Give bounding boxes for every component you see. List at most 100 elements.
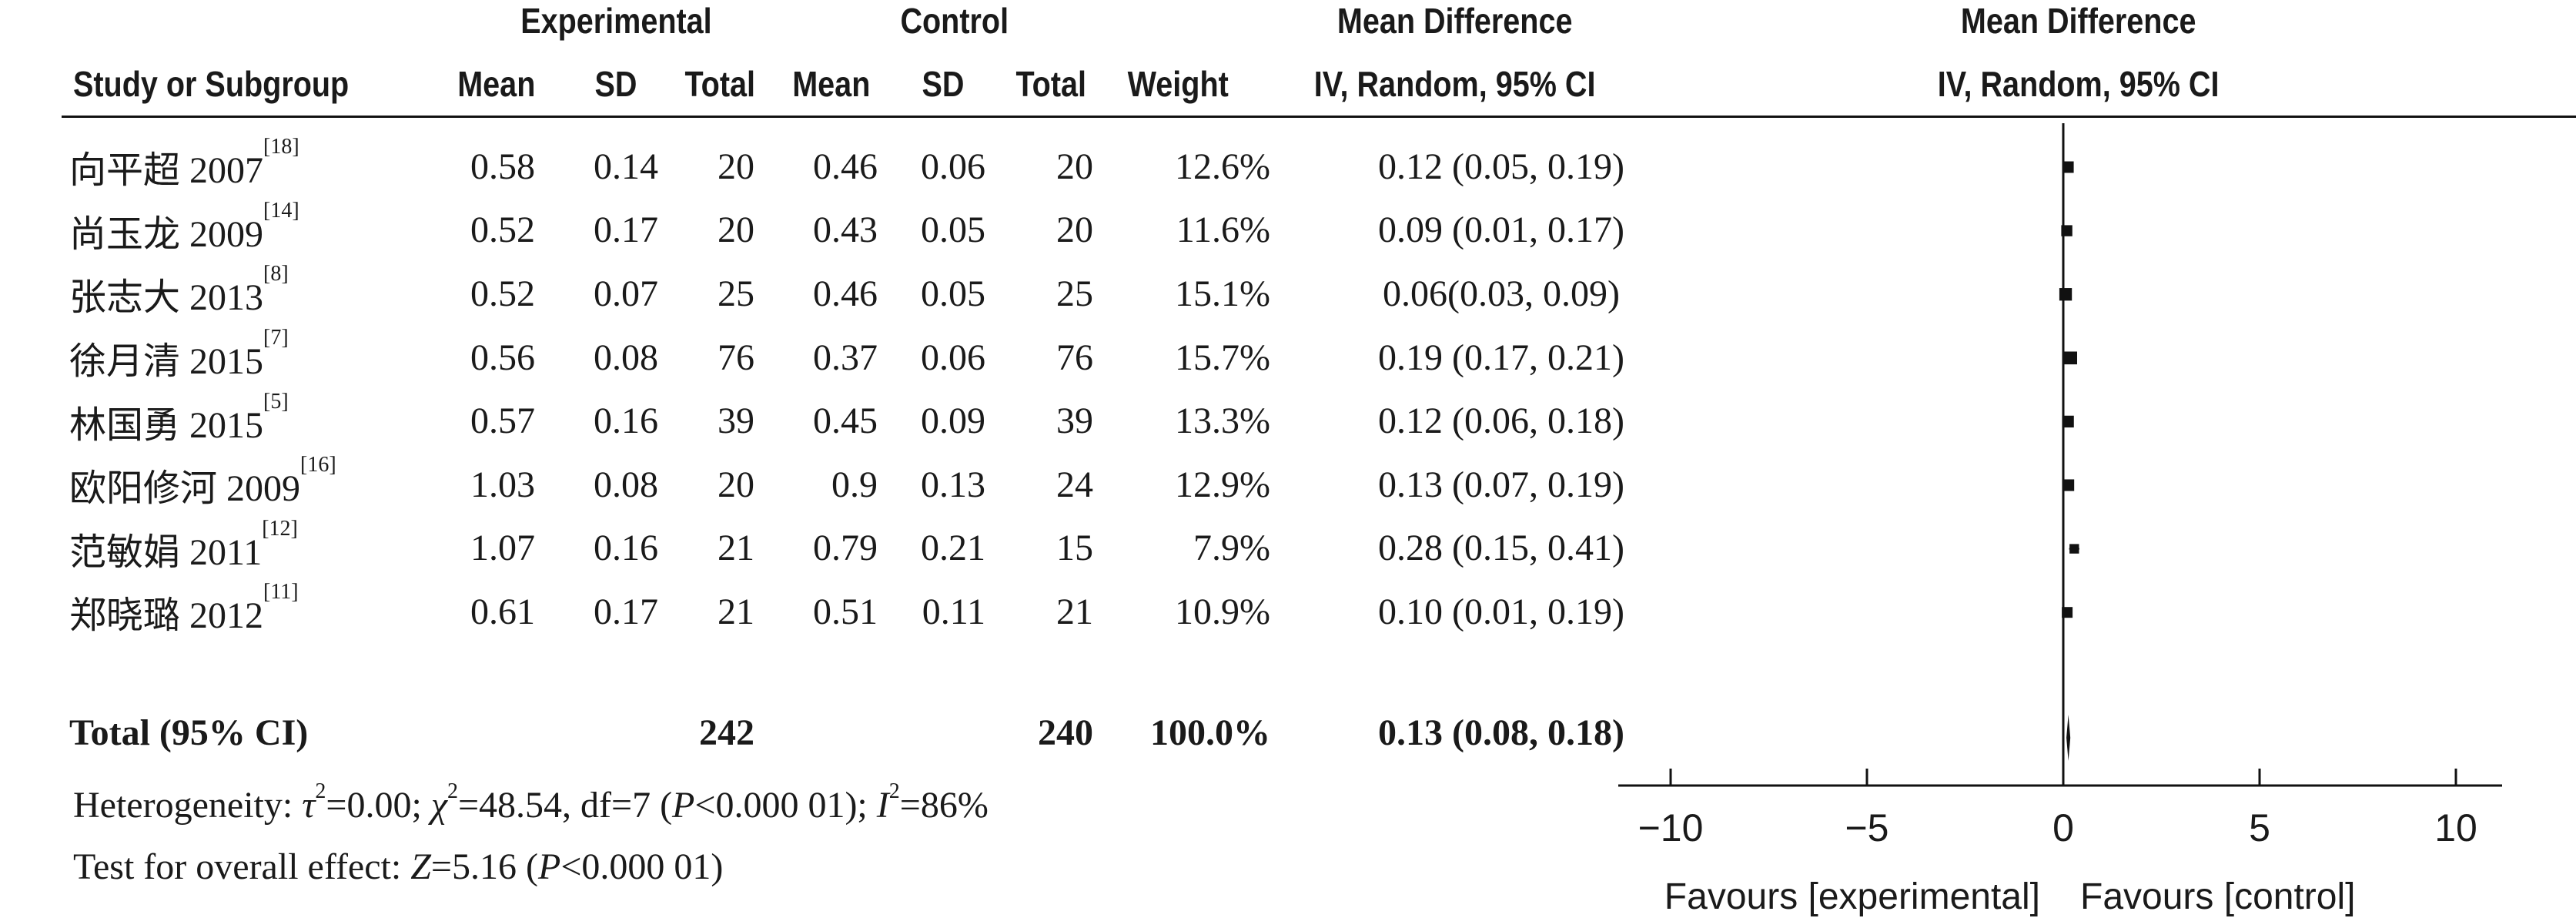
exp-total-cell: 76 (718, 337, 754, 378)
exp-sd-cell: 0.07 (594, 273, 658, 314)
ctrl-mean-cell: 0.45 (813, 400, 878, 442)
table-row: 欧阳修河 2009[16] 1.03 0.08 20 0.9 0.13 24 1… (69, 453, 1701, 517)
weight-cell: 10.9% (1175, 591, 1270, 632)
ctrl-total-cell: 24 (1056, 464, 1093, 505)
header-col-ctrl-mean: Mean (792, 64, 871, 104)
header-col-ctrl-total: Total (1015, 64, 1086, 104)
exp-mean-cell: 0.52 (470, 273, 535, 314)
table-row: 张志大 2013[8] 0.52 0.07 25 0.46 0.05 25 15… (69, 262, 1701, 326)
header-group-control: Control (900, 1, 1009, 41)
x-tick-label: 5 (2249, 806, 2270, 849)
weight-cell: 12.9% (1175, 464, 1270, 505)
ci-cell: 0.09 (0.01, 0.17) (1378, 209, 1624, 251)
exp-sd-cell: 0.17 (594, 591, 658, 632)
ctrl-total-cell: 20 (1056, 146, 1093, 187)
ctrl-total-cell: 20 (1056, 209, 1093, 251)
header-col-weight: Weight (1127, 64, 1229, 104)
exp-total-cell: 20 (718, 146, 754, 187)
exp-sd-cell: 0.16 (594, 400, 658, 442)
total-ctrl-cell: 240 (1038, 712, 1093, 753)
header-col-exp-sd: SD (594, 64, 637, 104)
overall-effect-note: Test for overall effect: Z=5.16 (P<0.000… (73, 846, 724, 887)
study-point (2062, 415, 2074, 428)
header-group-experimental: Experimental (520, 1, 712, 41)
ctrl-mean-cell: 0.51 (813, 591, 878, 632)
weight-cell: 12.6% (1175, 146, 1270, 187)
table-row: 林国勇 2015[5] 0.57 0.16 39 0.45 0.09 39 13… (69, 389, 1701, 453)
total-label-cell: Total (95% CI) (69, 712, 309, 753)
header-group-md-table: Mean Difference (1337, 1, 1573, 41)
favours-control-label: Favours [control] (2080, 876, 2355, 917)
total-weight-cell: 100.0% (1150, 712, 1270, 753)
study-name-cell: 林国勇 2015[5] (69, 389, 289, 446)
exp-mean-cell: 0.61 (470, 591, 535, 632)
exp-total-cell: 21 (718, 528, 754, 569)
study-name-cell: 尚玉龙 2009[14] (69, 198, 299, 255)
study-point (2061, 225, 2073, 236)
total-ci-cell: 0.13 (0.08, 0.18) (1378, 712, 1624, 753)
forest-plot: −10 −5 0 5 10 Favours [experimental] Favours [… (1618, 123, 2502, 917)
study-name-cell: 郑晓璐 2012[11] (69, 580, 299, 637)
ctrl-total-cell: 39 (1056, 400, 1093, 442)
weight-cell: 15.1% (1175, 273, 1270, 314)
exp-mean-cell: 0.58 (470, 146, 535, 187)
study-point (2062, 607, 2073, 618)
exp-mean-cell: 1.07 (470, 528, 535, 569)
exp-mean-cell: 0.56 (470, 337, 535, 378)
x-tick-label: −5 (1845, 806, 1889, 849)
ci-cell: 0.13 (0.07, 0.19) (1378, 464, 1624, 505)
exp-total-cell: 25 (718, 273, 754, 314)
study-name-cell: 范敏娟 2011[12] (69, 516, 298, 573)
ctrl-sd-cell: 0.13 (921, 464, 985, 505)
study-name-cell: 欧阳修河 2009[16] (69, 453, 336, 510)
header-col-ctrl-sd: SD (922, 64, 965, 104)
ctrl-sd-cell: 0.21 (921, 528, 985, 569)
weight-cell: 13.3% (1175, 400, 1270, 442)
study-point (2059, 288, 2073, 301)
ctrl-mean-cell: 0.37 (813, 337, 878, 378)
study-name-cell: 张志大 2013[8] (69, 262, 289, 319)
ctrl-total-cell: 76 (1056, 337, 1093, 378)
weight-cell: 11.6% (1176, 209, 1270, 251)
x-tick-label: −10 (1638, 806, 1704, 849)
ctrl-sd-cell: 0.05 (921, 273, 985, 314)
exp-mean-cell: 0.57 (470, 400, 535, 442)
ctrl-mean-cell: 0.46 (813, 146, 878, 187)
exp-total-cell: 20 (718, 209, 754, 251)
study-table-body: 向平超 2007[18] 0.58 0.14 20 0.46 0.06 20 1… (69, 135, 1701, 764)
ci-cell: 0.19 (0.17, 0.21) (1378, 337, 1624, 378)
header-col-exp-mean: Mean (457, 64, 536, 104)
ci-cell: 0.10 (0.01, 0.19) (1378, 591, 1624, 632)
spacer-row (69, 644, 1701, 701)
header-col-exp-total: Total (684, 64, 755, 104)
ctrl-mean-cell: 0.43 (813, 209, 878, 251)
header-rule (62, 116, 2576, 118)
total-row: Total (95% CI) 242 240 100.0% 0.13 (0.08… (69, 701, 1701, 765)
header-col-ci: IV, Random, 95% CI (1314, 64, 1596, 104)
ci-cell: 0.06(0.03, 0.09) (1383, 273, 1620, 314)
ctrl-mean-cell: 0.46 (813, 273, 878, 314)
exp-sd-cell: 0.17 (594, 209, 658, 251)
ctrl-mean-cell: 0.9 (831, 464, 878, 505)
exp-total-cell: 21 (718, 591, 754, 632)
ctrl-total-cell: 25 (1056, 273, 1093, 314)
ctrl-sd-cell: 0.09 (921, 400, 985, 442)
study-name-cell: 向平超 2007[18] (69, 135, 299, 192)
exp-mean-cell: 1.03 (470, 464, 535, 505)
exp-sd-cell: 0.14 (594, 146, 658, 187)
exp-mean-cell: 0.52 (470, 209, 535, 251)
ctrl-total-cell: 21 (1056, 591, 1093, 632)
study-table: 向平超 2007[18] 0.58 0.14 20 0.46 0.06 20 1… (69, 135, 1701, 764)
ci-cell: 0.12 (0.06, 0.18) (1378, 400, 1624, 442)
ctrl-sd-cell: 0.06 (921, 337, 985, 378)
ci-cell: 0.28 (0.15, 0.41) (1378, 528, 1624, 569)
study-point (2064, 351, 2078, 365)
table-row: 徐月清 2015[7] 0.56 0.08 76 0.37 0.06 76 15… (69, 326, 1701, 390)
x-tick-label: 0 (2052, 806, 2074, 849)
study-point (2062, 161, 2074, 173)
heterogeneity-note: Heterogeneity: τ2=0.00; χ2=48.54, df=7 (… (73, 779, 989, 826)
header-col-study: Study or Subgroup (73, 64, 350, 104)
study-point (2062, 479, 2075, 491)
favours-experimental-label: Favours [experimental] (1664, 876, 2040, 917)
